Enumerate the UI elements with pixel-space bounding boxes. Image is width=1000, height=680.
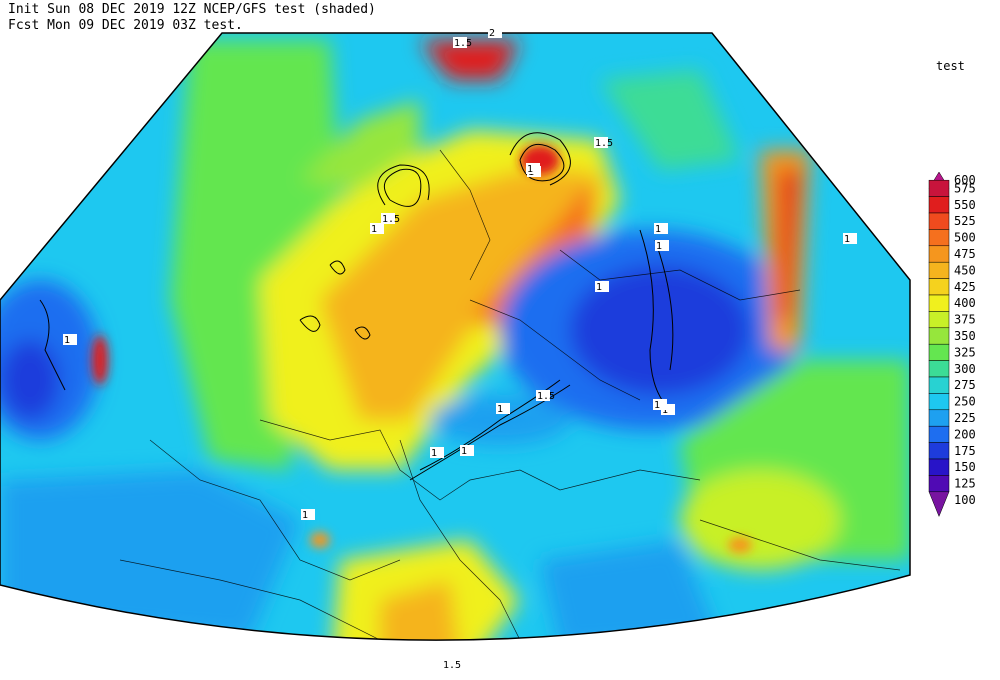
- header-line: Init Sun 08 DEC 2019 12Z NCEP/GFS test (…: [8, 2, 376, 17]
- header-line: Fcst Mon 09 DEC 2019 03Z test.: [8, 18, 243, 33]
- map-field: [0, 33, 910, 641]
- legend-label: 500: [954, 231, 976, 245]
- legend-label: 225: [954, 411, 976, 425]
- contour-label-box: [655, 240, 669, 251]
- legend-title: test: [936, 59, 965, 73]
- legend-swatch: [928, 327, 950, 345]
- contour-label-box: [536, 390, 550, 401]
- legend-swatch: [928, 311, 950, 329]
- legend-label: 550: [954, 198, 976, 212]
- legend-label: 600: [954, 173, 976, 187]
- legend-swatch: [928, 475, 950, 493]
- legend-swatch: [928, 261, 950, 279]
- contour-label: 1: [844, 234, 850, 245]
- contour-label-box: [595, 281, 609, 292]
- contour-label-box: [526, 163, 540, 174]
- legend-swatch: [928, 458, 950, 476]
- contour-label-box: [496, 403, 510, 414]
- contour-label-box: [63, 334, 77, 345]
- contour-label: 1: [431, 448, 437, 459]
- legend-label: 150: [954, 460, 976, 474]
- legend-label: 100: [954, 493, 976, 507]
- legend-label: 200: [954, 427, 976, 441]
- legend-label: 175: [954, 444, 976, 458]
- contour-label: 1.5: [537, 391, 555, 402]
- contour-label-box: [453, 37, 467, 48]
- legend-swatch: [928, 409, 950, 427]
- legend-swatch: [928, 425, 950, 443]
- legend-label: 450: [954, 263, 976, 277]
- legend-label: 350: [954, 329, 976, 343]
- legend-swatch: [928, 278, 950, 296]
- contour-label: 1: [662, 405, 668, 416]
- legend-swatch: [928, 294, 950, 312]
- legend-label: 525: [954, 214, 976, 228]
- legend-swatch: [928, 491, 950, 518]
- contour-label-box: [460, 445, 474, 456]
- contour-label: 1: [497, 404, 503, 415]
- legend-swatch: [928, 229, 950, 247]
- contour-label: 1: [655, 224, 661, 235]
- contour-label: 1: [527, 164, 533, 175]
- legend-label: 425: [954, 280, 976, 294]
- legend-swatch: [928, 393, 950, 411]
- contour-label: 1: [461, 446, 467, 457]
- map-border: [0, 32, 911, 641]
- contour-label-box: [653, 399, 667, 410]
- legend-label: 400: [954, 296, 976, 310]
- contour-label-box: [430, 447, 444, 458]
- legend-swatch: [928, 245, 950, 263]
- contour-label: 1.5: [443, 660, 461, 671]
- contour-label-box: [654, 223, 668, 234]
- contour-label-box: [594, 137, 608, 148]
- legend-swatch: [928, 442, 950, 460]
- contour-label: 1: [302, 510, 308, 521]
- contour-label: 1: [596, 282, 602, 293]
- contour-label-box: [381, 213, 395, 224]
- legend-label: 300: [954, 362, 976, 376]
- contour-label: 1.5: [595, 138, 613, 149]
- contour-label-box: [661, 404, 675, 415]
- contour-label: 1.5: [454, 38, 472, 49]
- contour-label-box: [370, 223, 384, 234]
- contour-label: 1: [371, 224, 377, 235]
- contour-label-box: [301, 509, 315, 520]
- contour-label: 1: [656, 241, 662, 252]
- legend-swatch: [928, 179, 950, 197]
- contour-label-box: [843, 233, 857, 244]
- legend-swatch: [928, 343, 950, 361]
- contour-label-box: [442, 659, 456, 670]
- legend-label: 250: [954, 395, 976, 409]
- legend-swatch: [928, 196, 950, 214]
- contour-label: 1.5: [382, 214, 400, 225]
- contour-label: 1: [64, 335, 70, 346]
- legend-label: 375: [954, 313, 976, 327]
- legend-swatch: [928, 360, 950, 378]
- contour-label-box: [488, 27, 502, 38]
- legend-label: 125: [954, 477, 976, 491]
- legend-label: 275: [954, 378, 976, 392]
- contour-label: 2: [489, 28, 495, 39]
- legend-swatch: [928, 212, 950, 230]
- contour-label: 1: [654, 400, 660, 411]
- legend-label: 475: [954, 247, 976, 261]
- legend-label: 575: [954, 181, 976, 195]
- legend-swatch: [928, 376, 950, 394]
- legend-label: 325: [954, 345, 976, 359]
